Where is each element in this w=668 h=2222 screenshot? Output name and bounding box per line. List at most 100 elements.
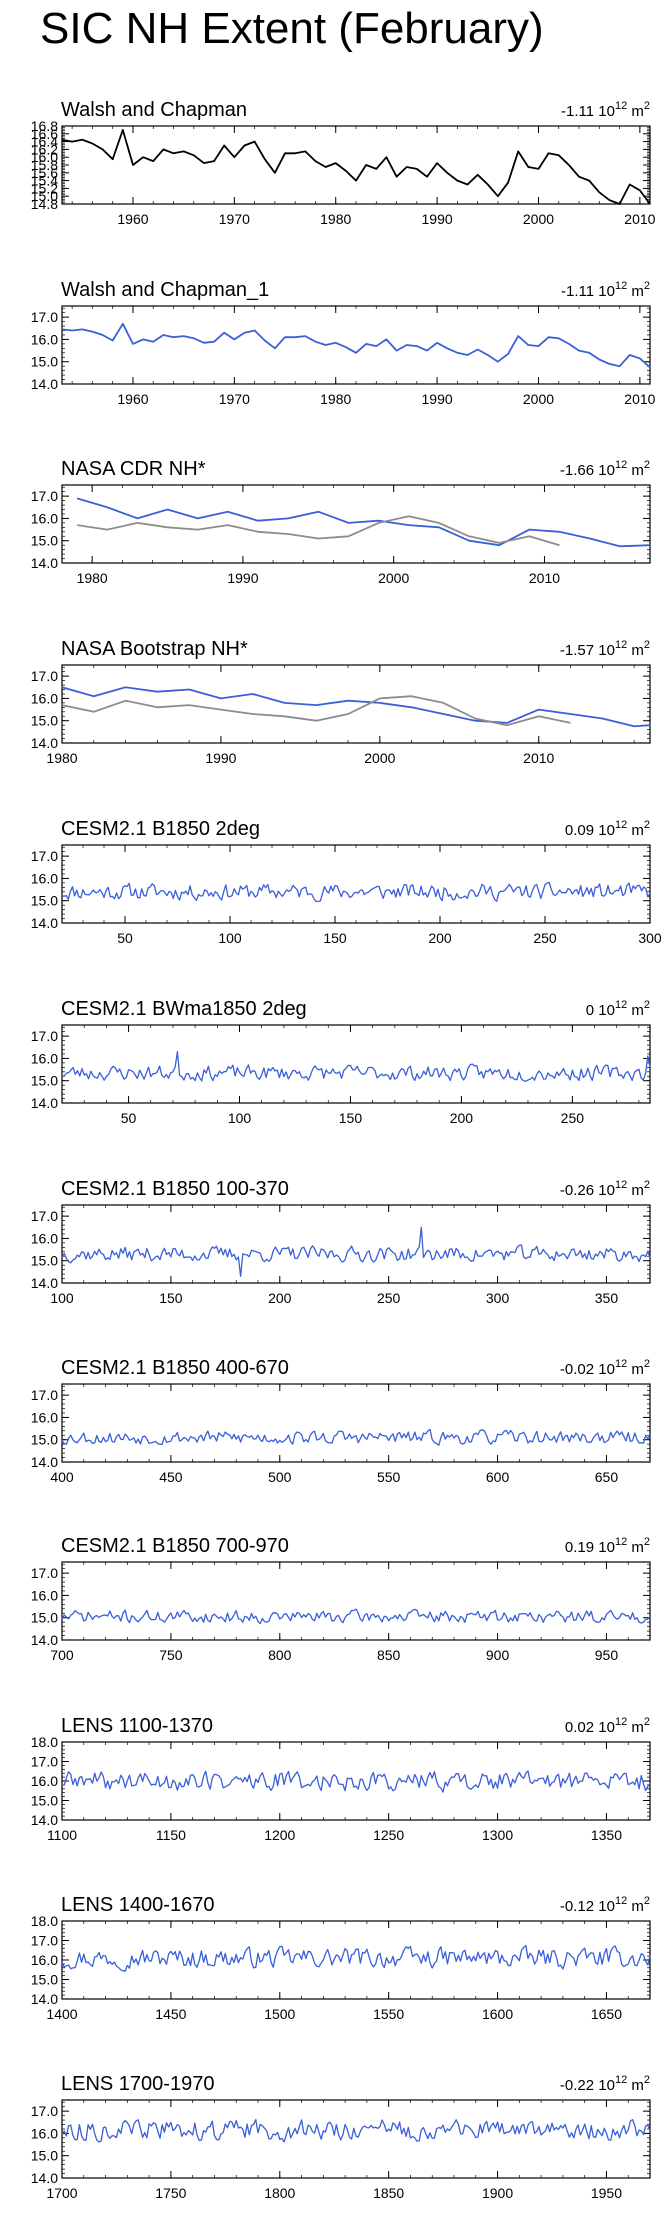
panel-title: CESM2.1 B1850 2deg bbox=[61, 818, 260, 840]
x-tick-label: 1900 bbox=[482, 2185, 513, 2201]
x-tick-label: 1350 bbox=[591, 1827, 622, 1843]
x-tick-label: 150 bbox=[339, 1110, 363, 1126]
plot-frame bbox=[61, 305, 651, 385]
x-tick-label: 700 bbox=[50, 1647, 74, 1663]
x-tick-label: 2000 bbox=[378, 570, 409, 586]
chart-panel-1: Walsh and Chapman -1.11 1012 m214.815.015… bbox=[31, 99, 656, 227]
y-tick-label: 16.0 bbox=[31, 1409, 58, 1425]
series-line-1 bbox=[61, 1608, 651, 1625]
panel-trend: -1.57 1012 m2 bbox=[560, 639, 650, 659]
y-tick-label: 15.0 bbox=[31, 1432, 58, 1448]
plot-frame bbox=[61, 1920, 651, 2000]
chart-panel-11: LENS 1400-1670 -0.12 1012 m2 14.0 15.0 16.0 1… bbox=[31, 1894, 651, 2022]
panel-trend: 0.02 1012 m2 bbox=[565, 1716, 650, 1736]
y-tick-label: 15.0 bbox=[31, 354, 58, 370]
series-line-1 bbox=[61, 2118, 651, 2143]
y-tick-label: 17.0 bbox=[31, 1387, 58, 1403]
chart-panel-12: LENS 1700-1970 -0.22 1012 m2 14.0 15.0 16.0 1… bbox=[31, 2073, 651, 2201]
y-tick-label: 15.6 bbox=[31, 165, 58, 181]
panel-trend: -1.11 1012 m2 bbox=[561, 100, 650, 120]
x-tick-label: 1990 bbox=[422, 391, 453, 407]
y-tick-label: 17.0 bbox=[31, 488, 58, 504]
panel-trend: -0.22 1012 m2 bbox=[560, 2074, 650, 2094]
x-tick-label: 2010 bbox=[529, 570, 560, 586]
y-tick-label: 15.0 bbox=[31, 188, 58, 204]
x-tick-label: 450 bbox=[159, 1469, 183, 1485]
x-tick-label: 800 bbox=[268, 1647, 292, 1663]
x-tick-label: 1450 bbox=[155, 2006, 186, 2022]
y-tick-label: 16.0 bbox=[31, 1587, 58, 1603]
y-tick-label: 17.0 bbox=[31, 668, 58, 684]
y-tick-label: 15.0 bbox=[31, 1793, 58, 1809]
panel-trend: -0.02 1012 m2 bbox=[560, 1358, 650, 1378]
y-tick-label: 17.0 bbox=[31, 1754, 58, 1770]
y-tick-label: 14.0 bbox=[31, 1454, 58, 1470]
x-tick-label: 50 bbox=[117, 930, 133, 946]
y-tick-label: 15.0 bbox=[31, 1610, 58, 1626]
y-tick-label: 16.0 bbox=[31, 870, 58, 886]
y-tick-label: 18.0 bbox=[31, 1734, 58, 1750]
y-tick-label: 18.0 bbox=[31, 1913, 58, 1929]
plot-frame bbox=[61, 1561, 651, 1641]
x-tick-label: 2000 bbox=[523, 391, 554, 407]
plot-frame bbox=[61, 1204, 651, 1284]
x-tick-label: 2010 bbox=[523, 750, 554, 766]
x-tick-label: 1990 bbox=[422, 211, 453, 227]
x-tick-label: 1980 bbox=[77, 570, 108, 586]
x-tick-label: 550 bbox=[377, 1469, 401, 1485]
x-tick-label: 250 bbox=[533, 930, 557, 946]
x-tick-label: 600 bbox=[486, 1469, 510, 1485]
y-tick-label: 16.0 bbox=[31, 2125, 58, 2141]
x-tick-label: 1990 bbox=[205, 750, 236, 766]
x-tick-label: 100 bbox=[218, 930, 242, 946]
series-line-1 bbox=[62, 1770, 651, 1793]
x-tick-label: 2000 bbox=[523, 211, 554, 227]
x-tick-label: 150 bbox=[323, 930, 347, 946]
panel-trend: 0.19 1012 m2 bbox=[565, 1536, 650, 1556]
x-tick-label: 1150 bbox=[156, 1827, 186, 1843]
y-tick-label: 15.0 bbox=[31, 893, 58, 909]
y-tick-label: 15.8 bbox=[31, 157, 58, 173]
x-tick-label: 1250 bbox=[373, 1827, 404, 1843]
series-line-1 bbox=[61, 1428, 651, 1446]
x-tick-label: 200 bbox=[450, 1110, 474, 1126]
panel-title: NASA Bootstrap NH* bbox=[61, 638, 248, 660]
y-tick-label: 15.0 bbox=[31, 713, 58, 729]
x-tick-label: 1100 bbox=[47, 1827, 77, 1843]
x-tick-label: 900 bbox=[486, 1647, 510, 1663]
x-tick-label: 400 bbox=[50, 1469, 74, 1485]
y-tick-label: 17.0 bbox=[31, 1933, 58, 1949]
y-tick-label: 15.2 bbox=[31, 180, 58, 196]
plot-frame bbox=[61, 664, 651, 744]
y-tick-label: 14.0 bbox=[31, 1095, 58, 1111]
x-tick-label: 650 bbox=[595, 1469, 619, 1485]
y-tick-label: 17.0 bbox=[31, 848, 58, 864]
x-tick-label: 1970 bbox=[219, 211, 250, 227]
x-tick-label: 1850 bbox=[373, 2185, 404, 2201]
chart-panel-8: CESM2.1 B1850 400-670 -0.02 1012 m2 14.0 15… bbox=[31, 1357, 651, 1485]
y-tick-label: 15.0 bbox=[31, 1253, 58, 1269]
x-tick-label: 1980 bbox=[320, 211, 351, 227]
x-tick-label: 1800 bbox=[264, 2185, 295, 2201]
plot-frame bbox=[61, 484, 651, 564]
panel-trend: -1.66 1012 m2 bbox=[560, 459, 650, 479]
panel-title: NASA CDR NH* bbox=[61, 458, 206, 480]
x-tick-label: 1990 bbox=[227, 570, 258, 586]
x-tick-label: 1950 bbox=[591, 2185, 622, 2201]
chart-panel-3: NASA CDR NH* -1.66 1012 m2 14.0 15.0 16.0 17.… bbox=[31, 458, 651, 586]
x-tick-label: 1300 bbox=[482, 1827, 513, 1843]
y-tick-label: 16.2 bbox=[31, 141, 58, 157]
x-tick-label: 250 bbox=[377, 1290, 401, 1306]
series-line-1 bbox=[61, 881, 651, 903]
panel-title: LENS 1400-1670 bbox=[61, 1894, 214, 1916]
chart-panel-7: CESM2.1 B1850 100-370 -0.26 1012 m2 14.0 15… bbox=[31, 1178, 651, 1306]
y-tick-label: 17.0 bbox=[31, 309, 58, 325]
series-line-1 bbox=[61, 1226, 651, 1277]
chart-panel-5: CESM2.1 B1850 2deg 0.09 1012 m2 14.0 15.0 16… bbox=[31, 818, 662, 946]
x-tick-label: 1200 bbox=[264, 1827, 295, 1843]
plot-frame bbox=[61, 1024, 651, 1104]
x-tick-label: 2000 bbox=[364, 750, 395, 766]
x-tick-label: 2010 bbox=[624, 391, 655, 407]
x-tick-label: 850 bbox=[377, 1647, 401, 1663]
series-line-1 bbox=[61, 322, 651, 368]
